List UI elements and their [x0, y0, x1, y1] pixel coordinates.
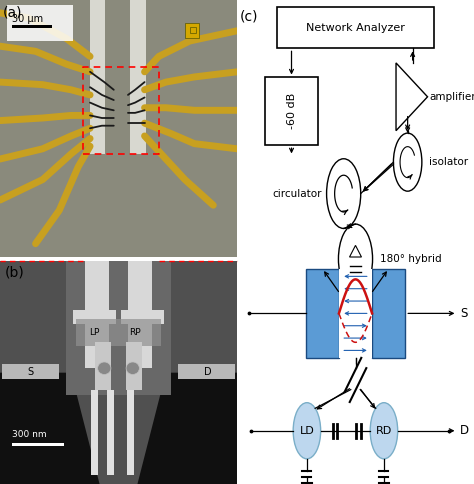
Bar [12, 25, 52, 28]
Bar [7, 5, 73, 41]
Polygon shape [0, 373, 100, 484]
Bar [190, 27, 196, 33]
Text: Network Analyzer: Network Analyzer [306, 23, 405, 33]
Bar [73, 310, 116, 324]
Text: RD: RD [376, 426, 392, 436]
Text: circulator: circulator [273, 189, 322, 198]
Text: D: D [203, 366, 211, 377]
Text: 300 nm: 300 nm [12, 430, 46, 439]
Circle shape [338, 224, 373, 294]
Text: 180° hybrid: 180° hybrid [380, 254, 441, 264]
Text: D: D [460, 424, 469, 437]
Bar [107, 391, 114, 475]
Text: S: S [460, 307, 467, 320]
Bar [339, 269, 372, 358]
Bar [130, 0, 146, 154]
Polygon shape [396, 63, 428, 131]
Bar [66, 261, 171, 395]
Bar [121, 310, 164, 324]
Text: (a): (a) [2, 5, 22, 19]
Text: -60 dB: -60 dB [286, 93, 297, 129]
Bar [306, 269, 339, 358]
Text: isolator: isolator [429, 157, 468, 167]
Bar [90, 0, 105, 154]
Circle shape [370, 403, 398, 459]
Polygon shape [137, 373, 237, 484]
Circle shape [393, 133, 422, 191]
Text: (c): (c) [239, 10, 258, 24]
Bar [178, 364, 235, 379]
Text: LD: LD [300, 426, 314, 436]
Bar [95, 342, 111, 391]
Bar [265, 77, 318, 145]
Bar [128, 261, 152, 368]
Bar [12, 443, 64, 446]
Bar [372, 269, 405, 358]
Bar [277, 7, 434, 48]
Text: (b): (b) [5, 266, 25, 280]
Circle shape [126, 362, 139, 375]
Bar [127, 391, 134, 475]
Text: LP: LP [90, 328, 100, 337]
Bar [85, 261, 109, 368]
Circle shape [327, 159, 361, 228]
Bar [185, 23, 199, 39]
Text: 30 μm: 30 μm [12, 15, 43, 24]
Bar [2, 364, 59, 379]
Text: S: S [28, 366, 34, 377]
Circle shape [293, 403, 320, 459]
Bar [126, 342, 142, 391]
Text: RP: RP [129, 328, 141, 337]
Text: amplifiers: amplifiers [429, 92, 474, 102]
Circle shape [98, 362, 111, 375]
Bar [76, 319, 161, 346]
Bar [91, 391, 99, 475]
